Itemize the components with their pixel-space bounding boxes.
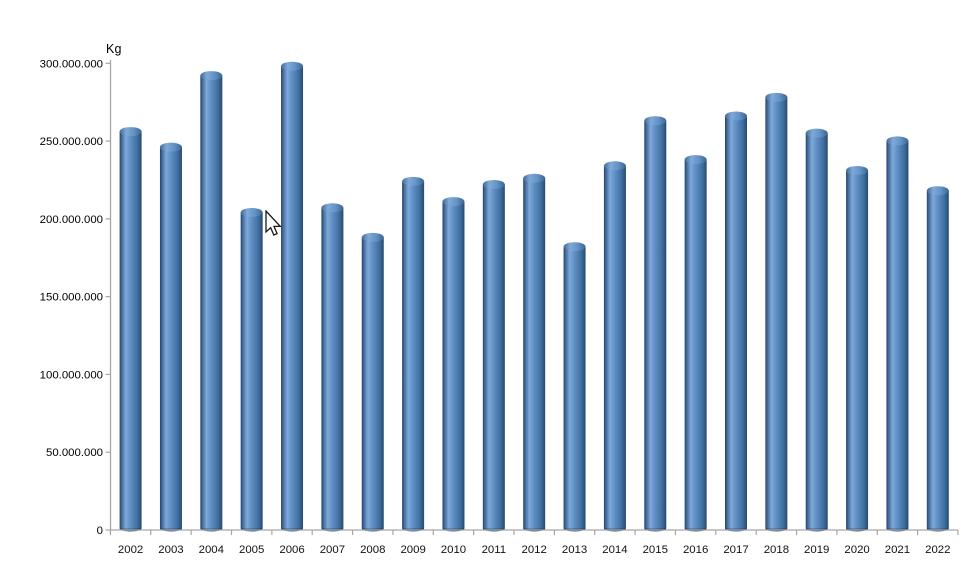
x-tick-label-2006: 2006 [279,544,304,556]
x-tick-label-2015: 2015 [643,544,668,556]
bar-2005[interactable] [240,207,263,532]
x-tick-label-2003: 2003 [158,544,183,556]
bar-2015[interactable] [644,116,667,532]
bar-2012[interactable] [523,173,546,532]
bar-2010[interactable] [442,197,465,532]
x-tick-label-2011: 2011 [482,544,507,556]
y-tick-label-200000000: 200.000.000 [40,214,103,226]
x-tick-label-2019: 2019 [804,544,829,556]
x-tick-label-2016: 2016 [683,544,708,556]
bar-2004[interactable] [200,71,223,532]
x-tick-label-2014: 2014 [602,544,627,556]
x-tick-label-2020: 2020 [844,544,869,556]
bar-2022[interactable] [926,186,949,532]
bar-2002[interactable] [119,127,142,532]
bar-2019[interactable] [805,128,828,532]
y-tick-label-0: 0 [97,525,103,537]
x-tick-label-2010: 2010 [441,544,466,556]
bar-2013[interactable] [563,242,586,532]
y-tick-label-250000000: 250.000.000 [40,136,103,148]
bar-2003[interactable] [159,142,182,532]
x-tick-label-2017: 2017 [723,544,748,556]
x-tick-label-2012: 2012 [522,544,547,556]
bar-2020[interactable] [846,165,869,532]
y-axis-unit-label: Kg [106,42,122,56]
bar-2016[interactable] [684,155,707,532]
y-tick-label-100000000: 100.000.000 [40,369,103,381]
x-tick-label-2013: 2013 [562,544,587,556]
y-tick-label-50000000: 50.000.000 [46,447,103,459]
bar-2009[interactable] [402,176,425,532]
x-tick-label-2002: 2002 [118,544,143,556]
bar-2018[interactable] [765,92,788,532]
x-tick-label-2009: 2009 [400,544,425,556]
bar-2006[interactable] [281,61,304,532]
x-tick-label-2022: 2022 [925,544,950,556]
x-tick-label-2021: 2021 [885,544,910,556]
y-tick-label-300000000: 300.000.000 [40,58,103,70]
bar-2014[interactable] [603,161,626,532]
bar-2017[interactable] [725,111,747,532]
x-tick-label-2008: 2008 [360,544,385,556]
x-tick-label-2007: 2007 [320,544,345,556]
bar-2007[interactable] [321,203,344,532]
y-tick-label-150000000: 150.000.000 [40,292,103,304]
bar-2021[interactable] [886,136,909,532]
bar-2011[interactable] [482,179,505,532]
x-tick-label-2018: 2018 [764,544,789,556]
bar-2008[interactable] [361,232,384,532]
x-tick-label-2004: 2004 [199,544,224,556]
x-tick-label-2005: 2005 [239,544,264,556]
